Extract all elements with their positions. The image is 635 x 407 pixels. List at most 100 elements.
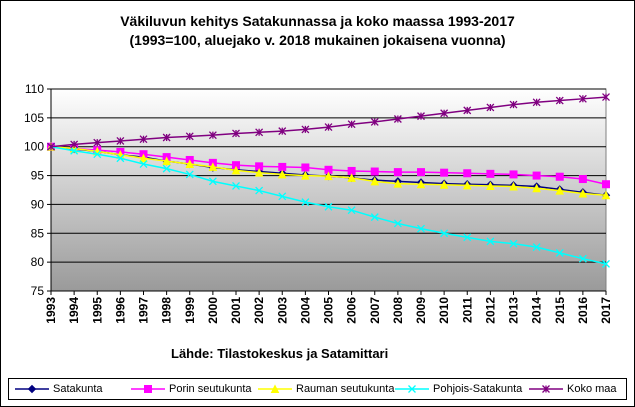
y-tick-label: 110: [25, 82, 44, 96]
data-point: [162, 133, 171, 142]
data-point: [393, 115, 402, 123]
data-point: [139, 135, 148, 144]
data-point: [440, 229, 449, 238]
data-point: [602, 180, 610, 189]
data-point: [255, 128, 264, 137]
y-tick-label: 90: [31, 197, 45, 211]
y-tick-label: 75: [31, 284, 45, 298]
y-tick-label: 85: [31, 226, 45, 240]
data-point: [440, 168, 449, 177]
legend-swatch: [15, 384, 49, 394]
data-point: [301, 170, 310, 180]
x-tick-label: 2014: [530, 297, 544, 324]
data-point: [578, 188, 588, 198]
y-tick-label: 80: [31, 255, 45, 269]
data-point: [301, 125, 310, 134]
data-point: [417, 112, 425, 121]
data-point: [232, 182, 240, 190]
y-tick-label: 100: [24, 140, 44, 154]
y-tick-label: 105: [24, 111, 44, 125]
data-point: [555, 96, 564, 105]
data-point: [232, 129, 240, 138]
data-point: [555, 248, 564, 257]
x-tick-label: 1998: [160, 297, 174, 324]
data-point: [602, 93, 610, 102]
chart-subtitle: (1993=100, aluejako v. 2018 mukainen jok…: [129, 32, 506, 48]
data-point: [462, 180, 472, 190]
data-point: [416, 179, 426, 189]
data-point: [301, 163, 310, 172]
x-tick-label: 1993: [44, 297, 58, 324]
legend-label: Koko maa: [567, 383, 617, 395]
legend-marker: [542, 385, 550, 393]
data-point: [347, 120, 356, 129]
x-tick-label: 2003: [275, 297, 289, 324]
legend-marker: [270, 384, 280, 393]
x-tick-label: 2016: [576, 297, 590, 324]
plot-area: [50, 88, 607, 292]
data-point: [185, 170, 194, 179]
x-tick-label: 1994: [67, 297, 81, 324]
data-point: [185, 132, 194, 141]
legend-item: Porin seutukunta: [131, 379, 252, 399]
legend-item: Satakunta: [15, 379, 103, 399]
data-point: [486, 237, 495, 246]
data-point: [324, 171, 333, 181]
data-point: [440, 109, 449, 118]
data-point: [532, 183, 541, 193]
data-point: [463, 106, 472, 115]
data-point: [393, 179, 403, 188]
data-point: [578, 94, 587, 103]
data-point: [370, 117, 379, 126]
legend-marker: [408, 385, 416, 393]
data-point: [162, 156, 171, 166]
data-point: [532, 243, 541, 252]
legend-marker: [144, 385, 152, 393]
x-tick-label: 2015: [553, 297, 567, 324]
legend-item: Pohjois-Satakunta: [395, 379, 522, 399]
data-point: [208, 131, 217, 140]
data-point: [116, 154, 125, 163]
legend-item: Rauman seutukunta: [258, 379, 394, 399]
data-point: [324, 123, 333, 132]
x-tick-label: 1997: [137, 297, 151, 324]
legend-marker: [27, 384, 37, 394]
x-tick-label: 1996: [113, 297, 127, 324]
data-point: [208, 177, 217, 186]
data-point: [162, 164, 171, 173]
x-tick-label: 2002: [252, 297, 266, 324]
legend-swatch: [529, 385, 563, 393]
data-point: [70, 140, 79, 149]
data-point: [578, 175, 587, 184]
data-point: [370, 176, 380, 186]
x-tick-label: 2008: [391, 297, 405, 324]
data-point: [532, 171, 541, 180]
data-point: [47, 142, 55, 151]
data-point: [555, 185, 565, 195]
legend-label: Satakunta: [53, 383, 103, 395]
data-point: [93, 150, 102, 159]
data-point: [278, 192, 287, 201]
series-koko-maa: [47, 93, 610, 151]
data-point: [555, 172, 564, 181]
data-point: [231, 165, 241, 175]
data-point: [278, 127, 287, 136]
data-point: [347, 173, 356, 182]
x-tick-label: 2011: [460, 297, 474, 323]
legend-swatch: [131, 385, 165, 393]
data-point: [601, 190, 611, 200]
data-point: [139, 160, 148, 168]
data-point: [463, 169, 472, 178]
legend-label: Rauman seutukunta: [296, 383, 395, 395]
x-tick-label: 2009: [414, 297, 428, 324]
x-tick-label: 2010: [437, 297, 451, 324]
x-tick-label: 1999: [183, 297, 197, 324]
y-tick-label: 95: [31, 169, 45, 183]
x-tick-label: 2013: [507, 297, 521, 324]
data-point: [393, 168, 402, 177]
data-point: [278, 162, 287, 171]
data-point: [578, 254, 587, 263]
data-point: [417, 168, 425, 177]
data-point: [370, 213, 379, 222]
chart-title: Väkiluvun kehitys Satakunnassa ja koko m…: [120, 13, 515, 29]
